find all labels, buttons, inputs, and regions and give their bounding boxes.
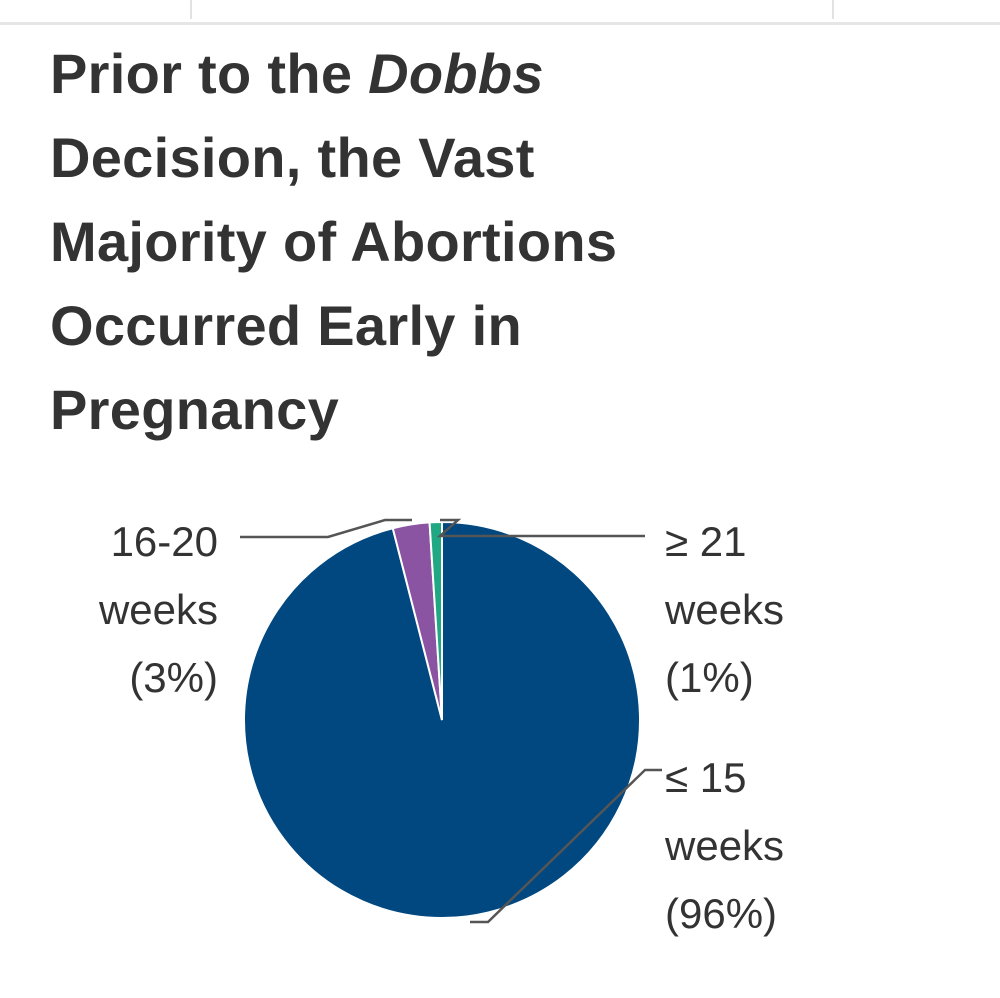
title-italic: Dobbs <box>368 42 544 105</box>
label-15-weeks-line1: ≤ 15 <box>665 754 746 801</box>
pie-slice-21-weeks <box>428 520 443 721</box>
label-16-20-weeks-pct: (3%) <box>129 654 218 701</box>
label-15-weeks-line2: weeks <box>664 822 784 869</box>
label-21-weeks-line1: ≥ 21 <box>665 518 746 565</box>
chart-title: Prior to the Dobbs Decision, the Vast Ma… <box>50 32 750 452</box>
leader-line-16-20 <box>240 518 412 539</box>
pie-slices <box>243 520 641 919</box>
top-bar <box>0 0 1000 25</box>
top-bar-divider <box>832 0 834 19</box>
label-21-weeks-pct: (1%) <box>665 654 754 701</box>
leader-line-15 <box>470 768 662 924</box>
label-16-20-weeks-line1: 16-20 <box>111 518 218 565</box>
label-21-weeks-line2: weeks <box>664 586 784 633</box>
leader-line-21 <box>436 518 645 538</box>
title-part-2: Decision, the Vast Majority of Abortions… <box>50 126 618 441</box>
top-bar-divider <box>190 0 192 19</box>
label-16-20-weeks-line2: weeks <box>98 586 218 633</box>
label-15-weeks-pct: (96%) <box>665 890 777 937</box>
title-part-1: Prior to the <box>50 42 369 105</box>
